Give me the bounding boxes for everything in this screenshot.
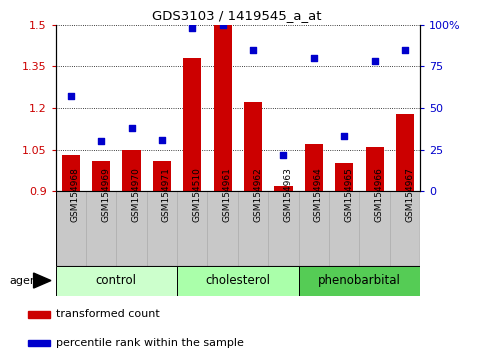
Bar: [153, 161, 171, 191]
Bar: [177, 191, 208, 266]
Bar: [329, 191, 359, 266]
Bar: [147, 191, 177, 266]
Text: cholesterol: cholesterol: [205, 274, 270, 287]
Point: [188, 25, 196, 31]
Bar: [213, 25, 232, 191]
Bar: [268, 191, 298, 266]
Point: [128, 125, 135, 131]
Bar: [56, 191, 86, 266]
Point: [310, 55, 318, 61]
Bar: [208, 191, 238, 266]
Bar: [335, 164, 354, 191]
Bar: [298, 191, 329, 266]
Bar: [305, 144, 323, 191]
Text: GSM154966: GSM154966: [375, 167, 384, 222]
Bar: [62, 155, 80, 191]
Text: GSM154961: GSM154961: [223, 167, 232, 222]
Text: percentile rank within the sample: percentile rank within the sample: [56, 338, 244, 348]
Bar: [56, 266, 177, 296]
Text: GSM154965: GSM154965: [344, 167, 353, 222]
Text: GDS3103 / 1419545_a_at: GDS3103 / 1419545_a_at: [152, 9, 321, 22]
Text: GSM154970: GSM154970: [131, 167, 141, 222]
Bar: [238, 191, 268, 266]
Point: [371, 58, 379, 64]
Bar: [177, 266, 298, 296]
Bar: [116, 191, 147, 266]
Bar: [396, 114, 414, 191]
Text: GSM154968: GSM154968: [71, 167, 80, 222]
Bar: [116, 191, 147, 266]
Text: GSM154510: GSM154510: [192, 167, 201, 222]
Text: GSM154962: GSM154962: [253, 167, 262, 222]
Text: control: control: [96, 274, 137, 287]
Bar: [122, 149, 141, 191]
Bar: [183, 58, 201, 191]
Point: [97, 138, 105, 144]
Bar: [329, 191, 359, 266]
Bar: [298, 266, 420, 296]
Text: GSM154964: GSM154964: [314, 167, 323, 222]
Point: [219, 22, 227, 28]
Bar: [390, 191, 420, 266]
Bar: [28, 311, 50, 318]
Polygon shape: [34, 273, 51, 288]
Point: [67, 93, 74, 99]
Text: GSM154971: GSM154971: [162, 167, 171, 222]
Bar: [359, 191, 390, 266]
Bar: [366, 147, 384, 191]
Bar: [359, 191, 390, 266]
Point: [158, 137, 166, 142]
Bar: [238, 191, 268, 266]
Bar: [147, 191, 177, 266]
Point: [341, 133, 348, 139]
Point: [249, 47, 257, 52]
Text: GSM154967: GSM154967: [405, 167, 414, 222]
Bar: [208, 191, 238, 266]
Bar: [177, 191, 208, 266]
Bar: [274, 185, 293, 191]
Bar: [92, 161, 110, 191]
Text: GSM154963: GSM154963: [284, 167, 293, 222]
Bar: [298, 191, 329, 266]
Bar: [86, 191, 116, 266]
Point: [401, 47, 409, 52]
Text: agent: agent: [10, 275, 42, 286]
Bar: [268, 191, 298, 266]
Bar: [28, 340, 50, 346]
Bar: [56, 191, 86, 266]
Bar: [390, 191, 420, 266]
Text: GSM154969: GSM154969: [101, 167, 110, 222]
Bar: [86, 191, 116, 266]
Text: phenobarbital: phenobarbital: [318, 274, 401, 287]
Text: transformed count: transformed count: [56, 309, 160, 320]
Bar: [244, 102, 262, 191]
Point: [280, 152, 287, 158]
